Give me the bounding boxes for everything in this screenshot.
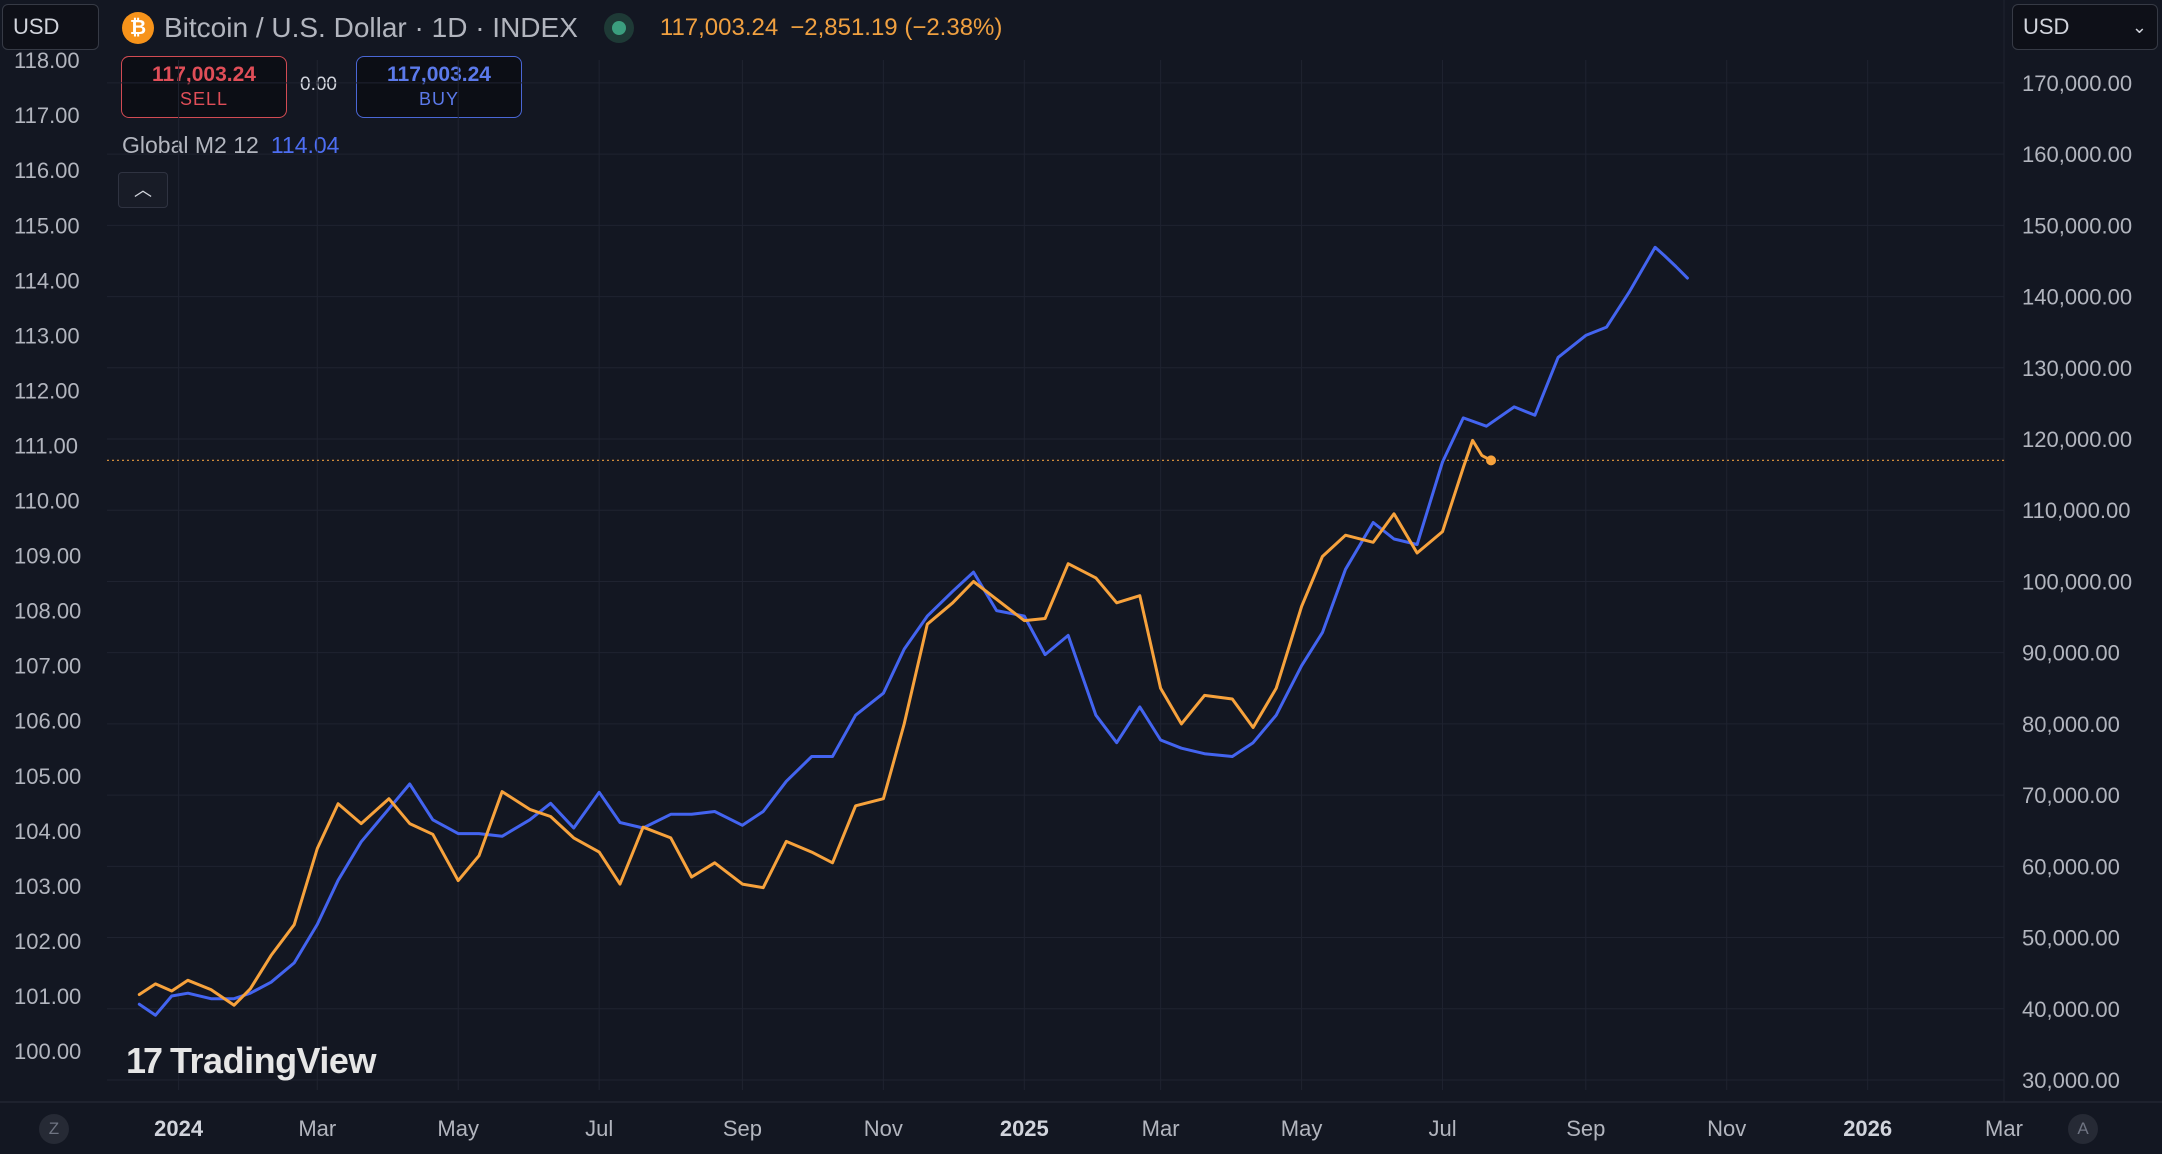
right-axis-tick-label: 120,000.00 bbox=[2022, 427, 2132, 452]
time-axis-label: Nov bbox=[864, 1116, 903, 1141]
left-axis-tick-label: 109.00 bbox=[14, 544, 81, 569]
symbol-header: ₿ Bitcoin / U.S. Dollar · 1D · INDEX 117… bbox=[122, 8, 1002, 48]
chevron-up-icon: ︿ bbox=[134, 180, 152, 200]
corner-right-label: A bbox=[2077, 1119, 2089, 1138]
right-axis-tick-label: 50,000.00 bbox=[2022, 926, 2120, 951]
sell-button[interactable]: 117,003.24 SELL bbox=[121, 56, 287, 118]
corner-left-label: Z bbox=[48, 1119, 60, 1138]
right-axis-tick-label: 110,000.00 bbox=[2022, 498, 2130, 523]
buy-price: 117,003.24 bbox=[387, 63, 491, 86]
last-price: 117,003.24 bbox=[659, 14, 779, 41]
currency-label-left: USD bbox=[13, 14, 60, 39]
time-axis-label: May bbox=[437, 1116, 479, 1141]
time-axis-label: Nov bbox=[1707, 1116, 1746, 1141]
left-axis-tick-label: 116.00 bbox=[14, 158, 80, 183]
left-axis-tick-label: 115.00 bbox=[14, 213, 80, 238]
sell-label: SELL bbox=[179, 89, 229, 109]
left-axis-tick-label: 106.00 bbox=[14, 709, 81, 734]
right-axis-tick-label: 100,000.00 bbox=[2022, 569, 2132, 594]
collapse-legend-button[interactable]: ︿ bbox=[118, 172, 168, 208]
price-change: −2,851.19 (−2.38%) bbox=[790, 14, 1003, 41]
time-axis-label: 2026 bbox=[1843, 1116, 1892, 1141]
left-axis-tick-label: 114.00 bbox=[14, 268, 80, 293]
spread-value: 0.00 bbox=[300, 74, 337, 95]
left-axis-tick-label: 103.00 bbox=[14, 874, 81, 899]
left-axis-tick-label: 107.00 bbox=[14, 654, 81, 679]
left-axis-tick-label: 118.00 bbox=[14, 48, 80, 73]
left-axis-tick-label: 101.00 bbox=[14, 984, 81, 1009]
left-axis-tick-label: 112.00 bbox=[14, 378, 80, 403]
auto-scale-button[interactable]: A bbox=[2068, 1114, 2098, 1144]
right-axis-tick-label: 90,000.00 bbox=[2022, 641, 2120, 666]
axis-labels: 118.00 117.00 116.00 115.00 114.00 113.00 112.… bbox=[14, 48, 2132, 1141]
right-axis-tick-label: 140,000.00 bbox=[2022, 285, 2132, 310]
zoom-button[interactable]: Z bbox=[39, 1114, 69, 1144]
symbol-title[interactable]: Bitcoin / U.S. Dollar · 1D · INDEX bbox=[164, 12, 578, 43]
right-axis-tick-label: 150,000.00 bbox=[2022, 213, 2132, 238]
right-axis-tick-label: 70,000.00 bbox=[2022, 783, 2120, 808]
tradingview-logo-icon: 17 bbox=[126, 1040, 163, 1081]
bitcoin-icon: ₿ bbox=[122, 12, 154, 44]
sell-price: 117,003.24 bbox=[152, 63, 256, 86]
time-axis-label: Sep bbox=[723, 1116, 762, 1141]
time-axis-label: Jul bbox=[585, 1116, 613, 1141]
currency-label-right: USD bbox=[2023, 14, 2070, 39]
left-axis-tick-label: 111.00 bbox=[14, 433, 78, 458]
last-price-marker bbox=[1486, 455, 1497, 466]
series-line-m2 bbox=[137, 245, 1689, 1017]
market-status-icon[interactable] bbox=[603, 13, 634, 43]
left-axis-tick-label: 117.00 bbox=[14, 103, 80, 128]
time-axis-label: Sep bbox=[1566, 1116, 1605, 1141]
chevron-down-icon: ⌄ bbox=[2131, 17, 2147, 37]
time-axis-label: Mar bbox=[1985, 1116, 2023, 1141]
right-axis-tick-label: 60,000.00 bbox=[2022, 854, 2120, 879]
left-axis-tick-label: 102.00 bbox=[14, 929, 81, 954]
right-axis-tick-label: 170,000.00 bbox=[2022, 71, 2132, 96]
left-axis-tick-label: 113.00 bbox=[14, 323, 80, 348]
time-axis-label: Mar bbox=[1142, 1116, 1180, 1141]
logo-text: TradingView bbox=[170, 1040, 376, 1081]
buy-button[interactable]: 117,003.24 BUY bbox=[356, 56, 522, 118]
right-axis-tick-label: 40,000.00 bbox=[2022, 997, 2120, 1022]
time-axis-label: 2024 bbox=[154, 1116, 204, 1141]
series-lines bbox=[107, 245, 2004, 1017]
time-axis-label: 2025 bbox=[1000, 1116, 1049, 1141]
buy-label: BUY bbox=[418, 89, 459, 109]
left-axis-tick-label: 108.00 bbox=[14, 599, 81, 624]
right-axis-tick-label: 130,000.00 bbox=[2022, 356, 2132, 381]
tradingview-logo[interactable]: 17 TradingView bbox=[126, 1040, 376, 1082]
left-axis-tick-label: 104.00 bbox=[14, 819, 81, 844]
grid-lines bbox=[0, 0, 2162, 1103]
right-axis-tick-label: 80,000.00 bbox=[2022, 712, 2120, 737]
time-axis-label: Mar bbox=[298, 1116, 336, 1141]
right-axis-tick-label: 30,000.00 bbox=[2022, 1068, 2120, 1093]
right-axis-tick-label: 160,000.00 bbox=[2022, 142, 2132, 167]
series-line-btc bbox=[137, 438, 1493, 1007]
currency-selector-left[interactable]: USD bbox=[2, 4, 99, 50]
left-axis-tick-label: 110.00 bbox=[14, 489, 80, 514]
time-axis-label: May bbox=[1281, 1116, 1323, 1141]
left-axis-tick-label: 100.00 bbox=[14, 1039, 81, 1064]
time-axis-label: Jul bbox=[1428, 1116, 1456, 1141]
left-axis-tick-label: 105.00 bbox=[14, 764, 81, 789]
currency-selector-right[interactable]: USD ⌄ bbox=[2012, 4, 2158, 50]
